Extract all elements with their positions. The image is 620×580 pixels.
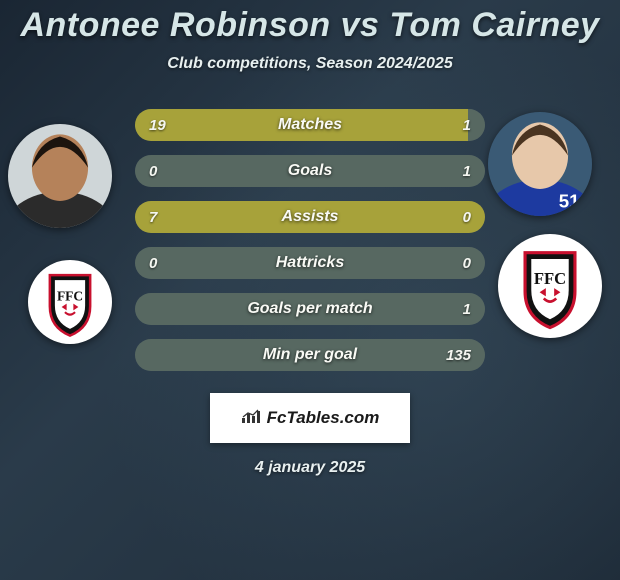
stat-row: 19Matches1	[135, 109, 485, 141]
stat-row: 7Assists0	[135, 201, 485, 233]
stat-row: 0Goals1	[135, 155, 485, 187]
comparison-card: Antonee Robinson vs Tom Cairney Club com…	[0, 0, 620, 580]
stat-row: 0Hattricks0	[135, 247, 485, 279]
brand-badge: FcTables.com	[210, 393, 410, 443]
stats-list: 19Matches1 0Goals1 7Assists0 0Hattricks0 Goa…	[135, 109, 485, 371]
brand-text: FcTables.com	[267, 408, 380, 428]
stat-label: Hattricks	[135, 254, 485, 272]
stat-row: Goals per match1	[135, 293, 485, 325]
stat-label: Matches	[135, 116, 485, 134]
stat-label: Assists	[135, 208, 485, 226]
stat-row: Min per goal135	[135, 339, 485, 371]
stat-label: Goals per match	[135, 300, 485, 318]
stat-label: Goals	[135, 162, 485, 180]
date-label: 4 january 2025	[0, 459, 620, 477]
page-subtitle: Club competitions, Season 2024/2025	[0, 55, 620, 73]
page-title: Antonee Robinson vs Tom Cairney	[0, 6, 620, 45]
chart-icon	[241, 408, 261, 429]
stat-label: Min per goal	[135, 346, 485, 364]
